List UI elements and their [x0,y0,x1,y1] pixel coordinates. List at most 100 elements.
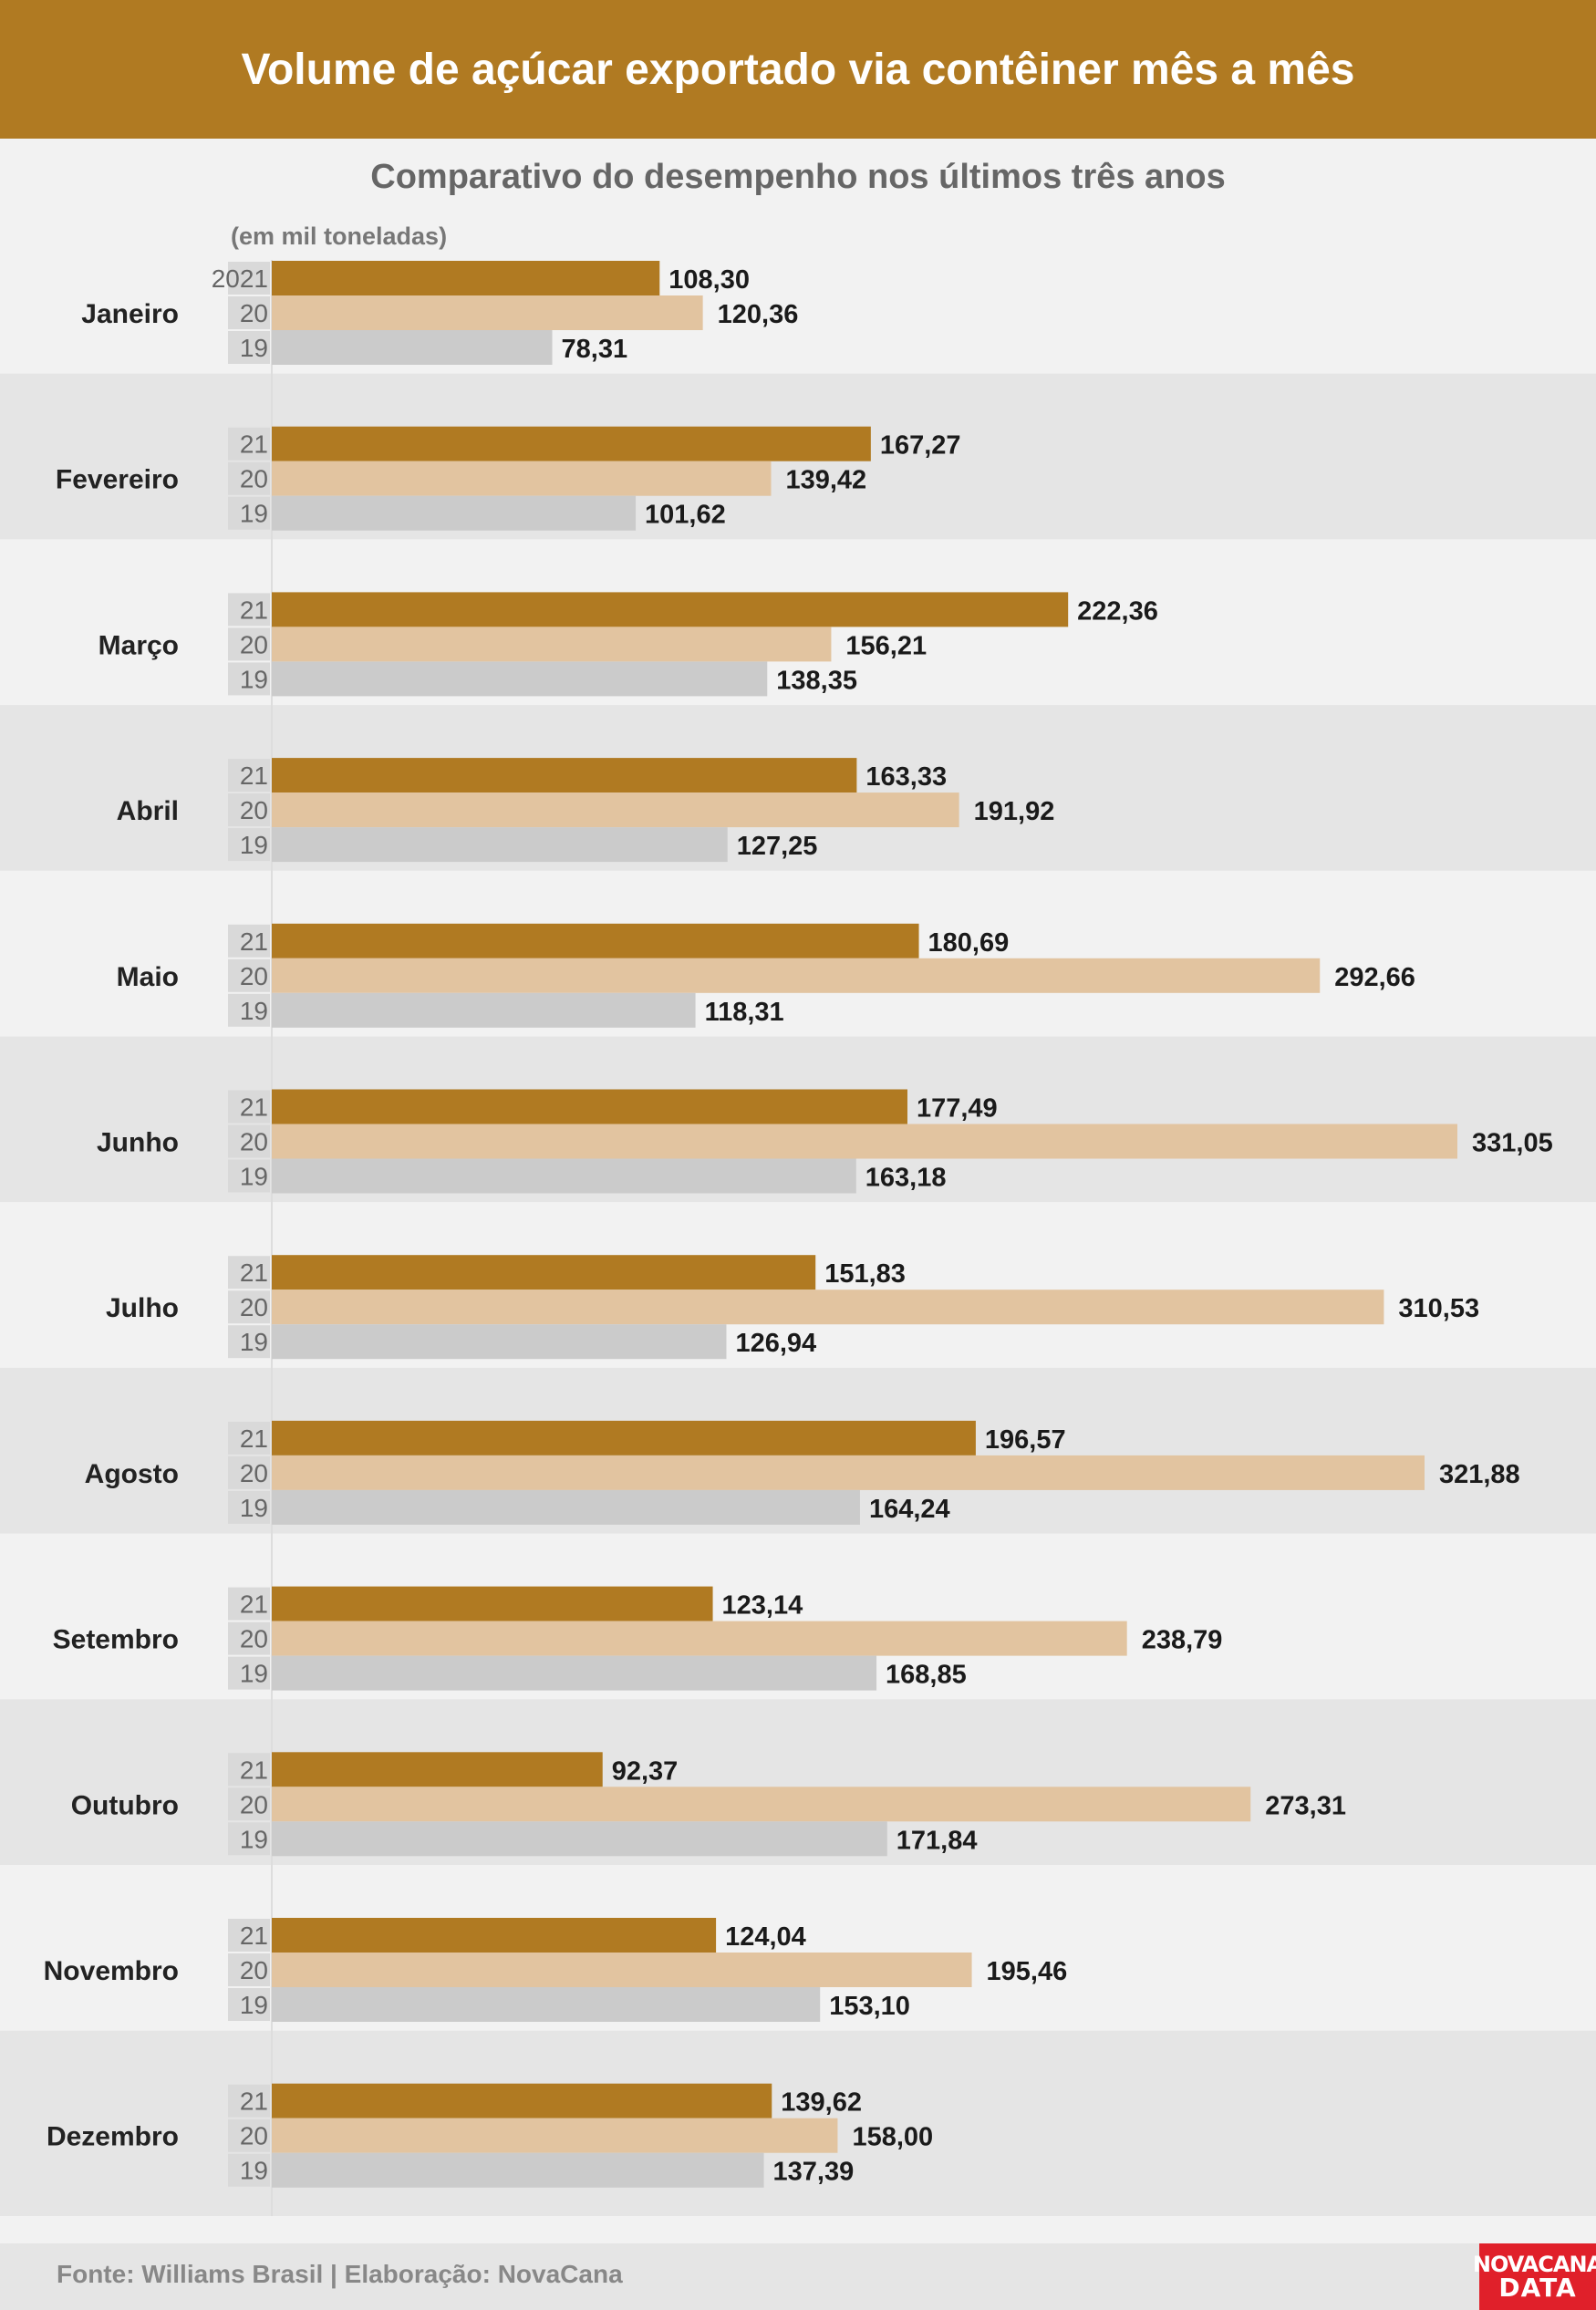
year-label-box [228,2153,270,2187]
year-label-box [228,993,270,1027]
year-label-box [228,1587,270,1621]
bar [272,495,637,531]
data-label: 156,21 [845,631,927,660]
month-label: Maio [117,962,179,992]
year-label-box [228,1919,270,1952]
year-label-box [228,1988,270,2021]
year-label-box [228,627,270,661]
year-label-box [228,296,270,329]
source-note: Fonte: Williams Brasil | Elaboração: Nov… [57,2260,623,2288]
year-label: 21 [240,761,268,790]
data-label: 92,37 [612,1756,679,1786]
data-label: 222,36 [1077,596,1158,626]
year-label: 19 [240,500,268,528]
year-label-box [228,461,270,495]
year-label: 19 [240,2157,268,2185]
data-label: 238,79 [1142,1626,1223,1655]
year-label: 21 [240,430,268,459]
data-label: 139,62 [781,2088,862,2118]
year-label: 21 [240,1922,268,1950]
year-label: 21 [240,1259,268,1287]
year-label: 19 [240,1825,268,1853]
year-label: 20 [240,2122,268,2150]
month-label: Março [98,630,179,660]
year-label: 21 [240,2087,268,2116]
bar [272,1420,976,1455]
bar [272,627,832,662]
logo-line2: DATA [1498,2272,1577,2303]
year-label: 19 [240,1328,268,1356]
year-label-box [228,593,270,627]
bar [272,1987,821,2022]
month-label: Fevereiro [56,465,179,495]
year-label-box [228,1753,270,1787]
data-label: 164,24 [869,1495,950,1524]
month-label: Setembro [53,1625,179,1655]
year-label-box [228,1421,270,1455]
bar [272,1324,727,1360]
year-label: 19 [240,334,268,362]
year-label: 20 [240,1293,268,1321]
year-label: 20 [240,1790,268,1818]
year-label-box [228,793,270,827]
data-label: 153,10 [829,1992,910,2021]
bar [272,958,1321,993]
data-label: 163,33 [865,762,947,792]
month-label: Junho [97,1128,179,1158]
data-label: 180,69 [928,928,1010,958]
month-label: Abril [117,796,179,826]
chart-subtitle: Comparativo do desempenho nos últimos tr… [370,158,1226,196]
year-label: 19 [240,831,268,859]
year-label: 19 [240,1660,268,1688]
year-label: 20 [240,1625,268,1653]
bar [272,1787,1251,1822]
bar [272,1621,1127,1656]
bar [272,330,553,365]
chart-title: Volume de açúcar exportado via contêiner… [241,45,1355,94]
year-label: 20 [240,1459,268,1487]
data-label: 196,57 [985,1425,1066,1455]
year-label-box [228,1621,270,1655]
bar [272,1655,877,1691]
year-label: 19 [240,1163,268,1191]
data-label: 137,39 [773,2158,855,2187]
year-label-box [228,1159,270,1193]
year-label: 20 [240,962,268,990]
year-label-box [228,958,270,992]
data-label: 78,31 [562,335,628,364]
bar [272,1158,856,1194]
data-label: 123,14 [722,1591,803,1621]
month-label: Julho [106,1293,179,1323]
data-label: 158,00 [852,2123,933,2152]
data-label: 127,25 [737,832,818,861]
year-label: 21 [240,1756,268,1784]
bar [272,758,857,793]
bar [272,261,660,295]
bar [272,2083,772,2118]
year-label: 21 [240,1590,268,1619]
bar [272,1752,603,1787]
year-label: 20 [240,796,268,824]
month-label: Agosto [85,1459,179,1489]
data-label: 138,35 [776,666,857,695]
bar [272,2152,764,2188]
year-label-box [228,2084,270,2118]
year-label: 19 [240,1494,268,1522]
data-label: 124,04 [725,1922,806,1952]
data-label: 331,05 [1472,1129,1553,1158]
data-label: 168,85 [886,1661,967,1690]
month-label: Outubro [71,1790,179,1820]
year-label: 19 [240,997,268,1025]
logo-line1: NOVACANA [1472,2251,1596,2277]
data-label: 310,53 [1398,1294,1479,1323]
year-label-box [228,2118,270,2152]
year-label: 20 [240,630,268,658]
data-label: 195,46 [987,1957,1068,1986]
year-label: 19 [240,1991,268,2019]
bar [272,1489,860,1525]
year-label: 21 [240,1093,268,1122]
year-label-box [228,1124,270,1158]
bar [272,1821,887,1857]
year-label: 20 [240,465,268,493]
